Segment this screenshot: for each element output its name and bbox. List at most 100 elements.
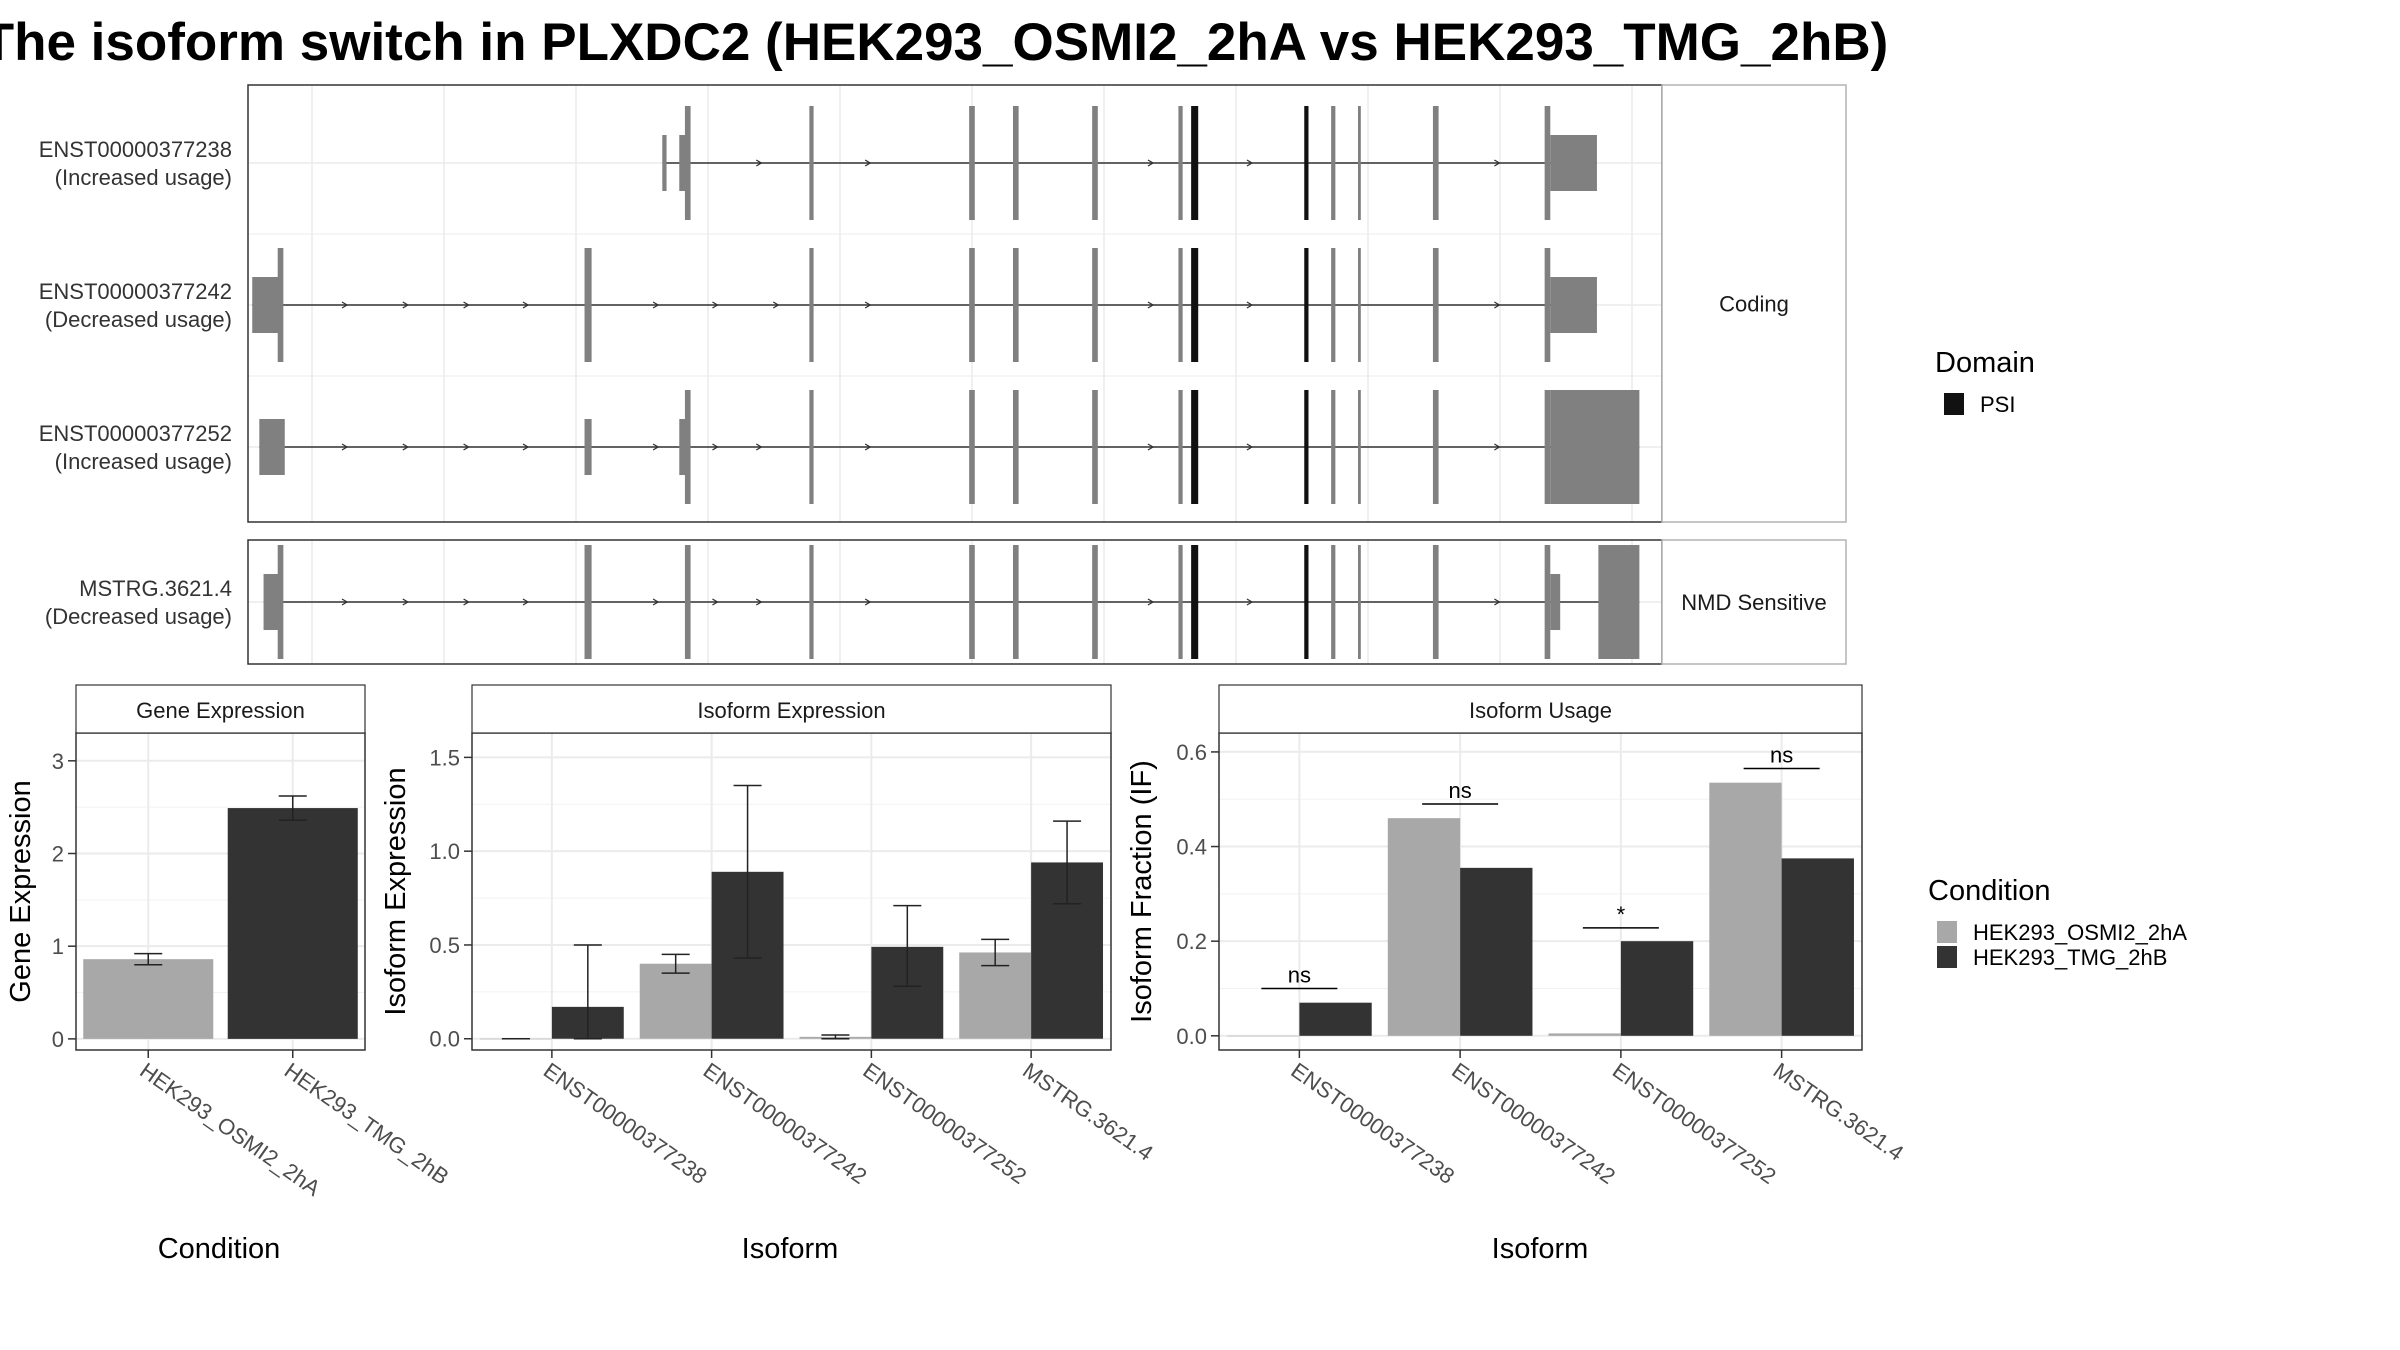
error-bar [981, 938, 1010, 967]
panel-title: Isoform Expression [697, 698, 885, 723]
category-label: Coding [1719, 292, 1789, 317]
significance-marker: * [1582, 902, 1659, 929]
error-bar [821, 1034, 850, 1040]
psi-domain-exon [1191, 390, 1199, 504]
bar [1387, 818, 1461, 1036]
strand-arrow [652, 443, 660, 451]
exon [1357, 106, 1361, 220]
strand-arrow [522, 443, 530, 451]
error-bar [134, 952, 163, 966]
exon [809, 545, 814, 659]
strand-arrow [1147, 443, 1155, 451]
strand-arrow [755, 159, 763, 167]
exon [1012, 106, 1019, 220]
strand-arrow [712, 443, 719, 451]
significance-marker: ns [1422, 778, 1499, 805]
exon [1178, 106, 1183, 220]
bar [959, 952, 1032, 1039]
exon [1598, 545, 1640, 659]
exon [1357, 248, 1361, 362]
exon [684, 390, 691, 504]
strand-arrow [1147, 301, 1155, 309]
bar [639, 963, 712, 1039]
psi-domain-exon [1191, 106, 1199, 220]
bar [1548, 1033, 1621, 1036]
legend-key-psi [1944, 393, 1964, 415]
bar [1460, 867, 1533, 1036]
strand-arrow [1246, 301, 1254, 309]
transcript-label: MSTRG.3621.4 [79, 576, 232, 601]
strand-arrow [402, 301, 410, 309]
exon [1550, 277, 1597, 333]
error-bar [278, 795, 307, 821]
x-tick-label: ENST00000377252 [1608, 1058, 1781, 1189]
x-tick-label: ENST00000377238 [1287, 1058, 1460, 1189]
panel-strip [1218, 684, 1863, 734]
psi-domain-exon [1191, 248, 1199, 362]
strand-arrow [772, 301, 780, 309]
strand-arrow [402, 443, 410, 451]
strand-arrow [463, 443, 470, 451]
x-tick-label: ENST00000377238 [539, 1058, 712, 1189]
strand-arrow [1246, 159, 1254, 167]
exon [1012, 248, 1019, 362]
y-axis-title: Isoform Fraction (IF) [1126, 760, 1158, 1023]
exon [969, 545, 975, 659]
strand-arrow [1147, 598, 1155, 606]
y-tick-label: 3 [52, 749, 64, 774]
exon [1092, 545, 1098, 659]
panel-strip [471, 684, 1112, 734]
y-tick-label: 0.6 [1176, 740, 1207, 765]
strand-arrow [652, 301, 660, 309]
y-tick-label: 0 [52, 1027, 64, 1052]
transcript-usage-label: (Decreased usage) [45, 307, 232, 332]
condition-legend-title: Condition [1928, 875, 2051, 907]
strand-arrow [1246, 443, 1254, 451]
domain-legend: Domain PSI [1935, 347, 2035, 417]
strand-arrow [652, 598, 660, 606]
legend-label: HEK293_TMG_2hB [1973, 945, 2167, 970]
bar [1709, 782, 1782, 1036]
y-tick-label: 1.5 [429, 745, 460, 770]
transcript-track [252, 248, 1597, 362]
strand-arrow [864, 301, 872, 309]
legend-key-condition [1937, 946, 1957, 968]
bar [83, 959, 214, 1039]
y-tick-label: 0.2 [1176, 929, 1207, 954]
strand-arrow [755, 598, 763, 606]
panel-title: Isoform Usage [1469, 698, 1612, 723]
category-strip [1661, 84, 1847, 523]
exon [1544, 390, 1551, 504]
transcript-structure-plot: Coding ENST00000377238 (Increased usage) EN… [39, 84, 1847, 665]
transcript-label: ENST00000377238 [39, 137, 232, 162]
strand-arrow [1494, 443, 1501, 451]
x-axis-title: Isoform [1492, 1233, 1589, 1265]
figure-title: The isoform switch in PLXDC2 (HEK293_OSM… [0, 13, 1888, 72]
strand-arrow [463, 598, 470, 606]
y-tick-label: 0.5 [429, 933, 460, 958]
y-tick-label: 0.0 [429, 1027, 460, 1052]
exon [1331, 248, 1336, 362]
category-label: NMD Sensitive [1681, 590, 1826, 615]
y-tick-label: 0.0 [1176, 1024, 1207, 1049]
psi-domain-exon [1191, 545, 1199, 659]
x-axis-title: Condition [158, 1233, 281, 1265]
exon [1092, 106, 1098, 220]
significance-marker: ns [1261, 962, 1338, 990]
exon [969, 248, 975, 362]
y-tick-label: 1 [52, 934, 64, 959]
strand-arrow [341, 301, 349, 309]
x-tick-label: ENST00000377252 [859, 1058, 1032, 1189]
exon [1178, 545, 1183, 659]
exon [584, 419, 592, 475]
bar [1299, 1002, 1372, 1036]
exon [1432, 390, 1439, 504]
exon [809, 248, 814, 362]
exon [252, 277, 282, 333]
exon [1012, 545, 1019, 659]
exon [1550, 574, 1561, 630]
bar-panels: Gene Expression0123HEK293_OSMI2_2hAHEK29… [5, 684, 1908, 1265]
significance-marker: ns [1743, 742, 1820, 770]
error-bar [733, 784, 762, 959]
